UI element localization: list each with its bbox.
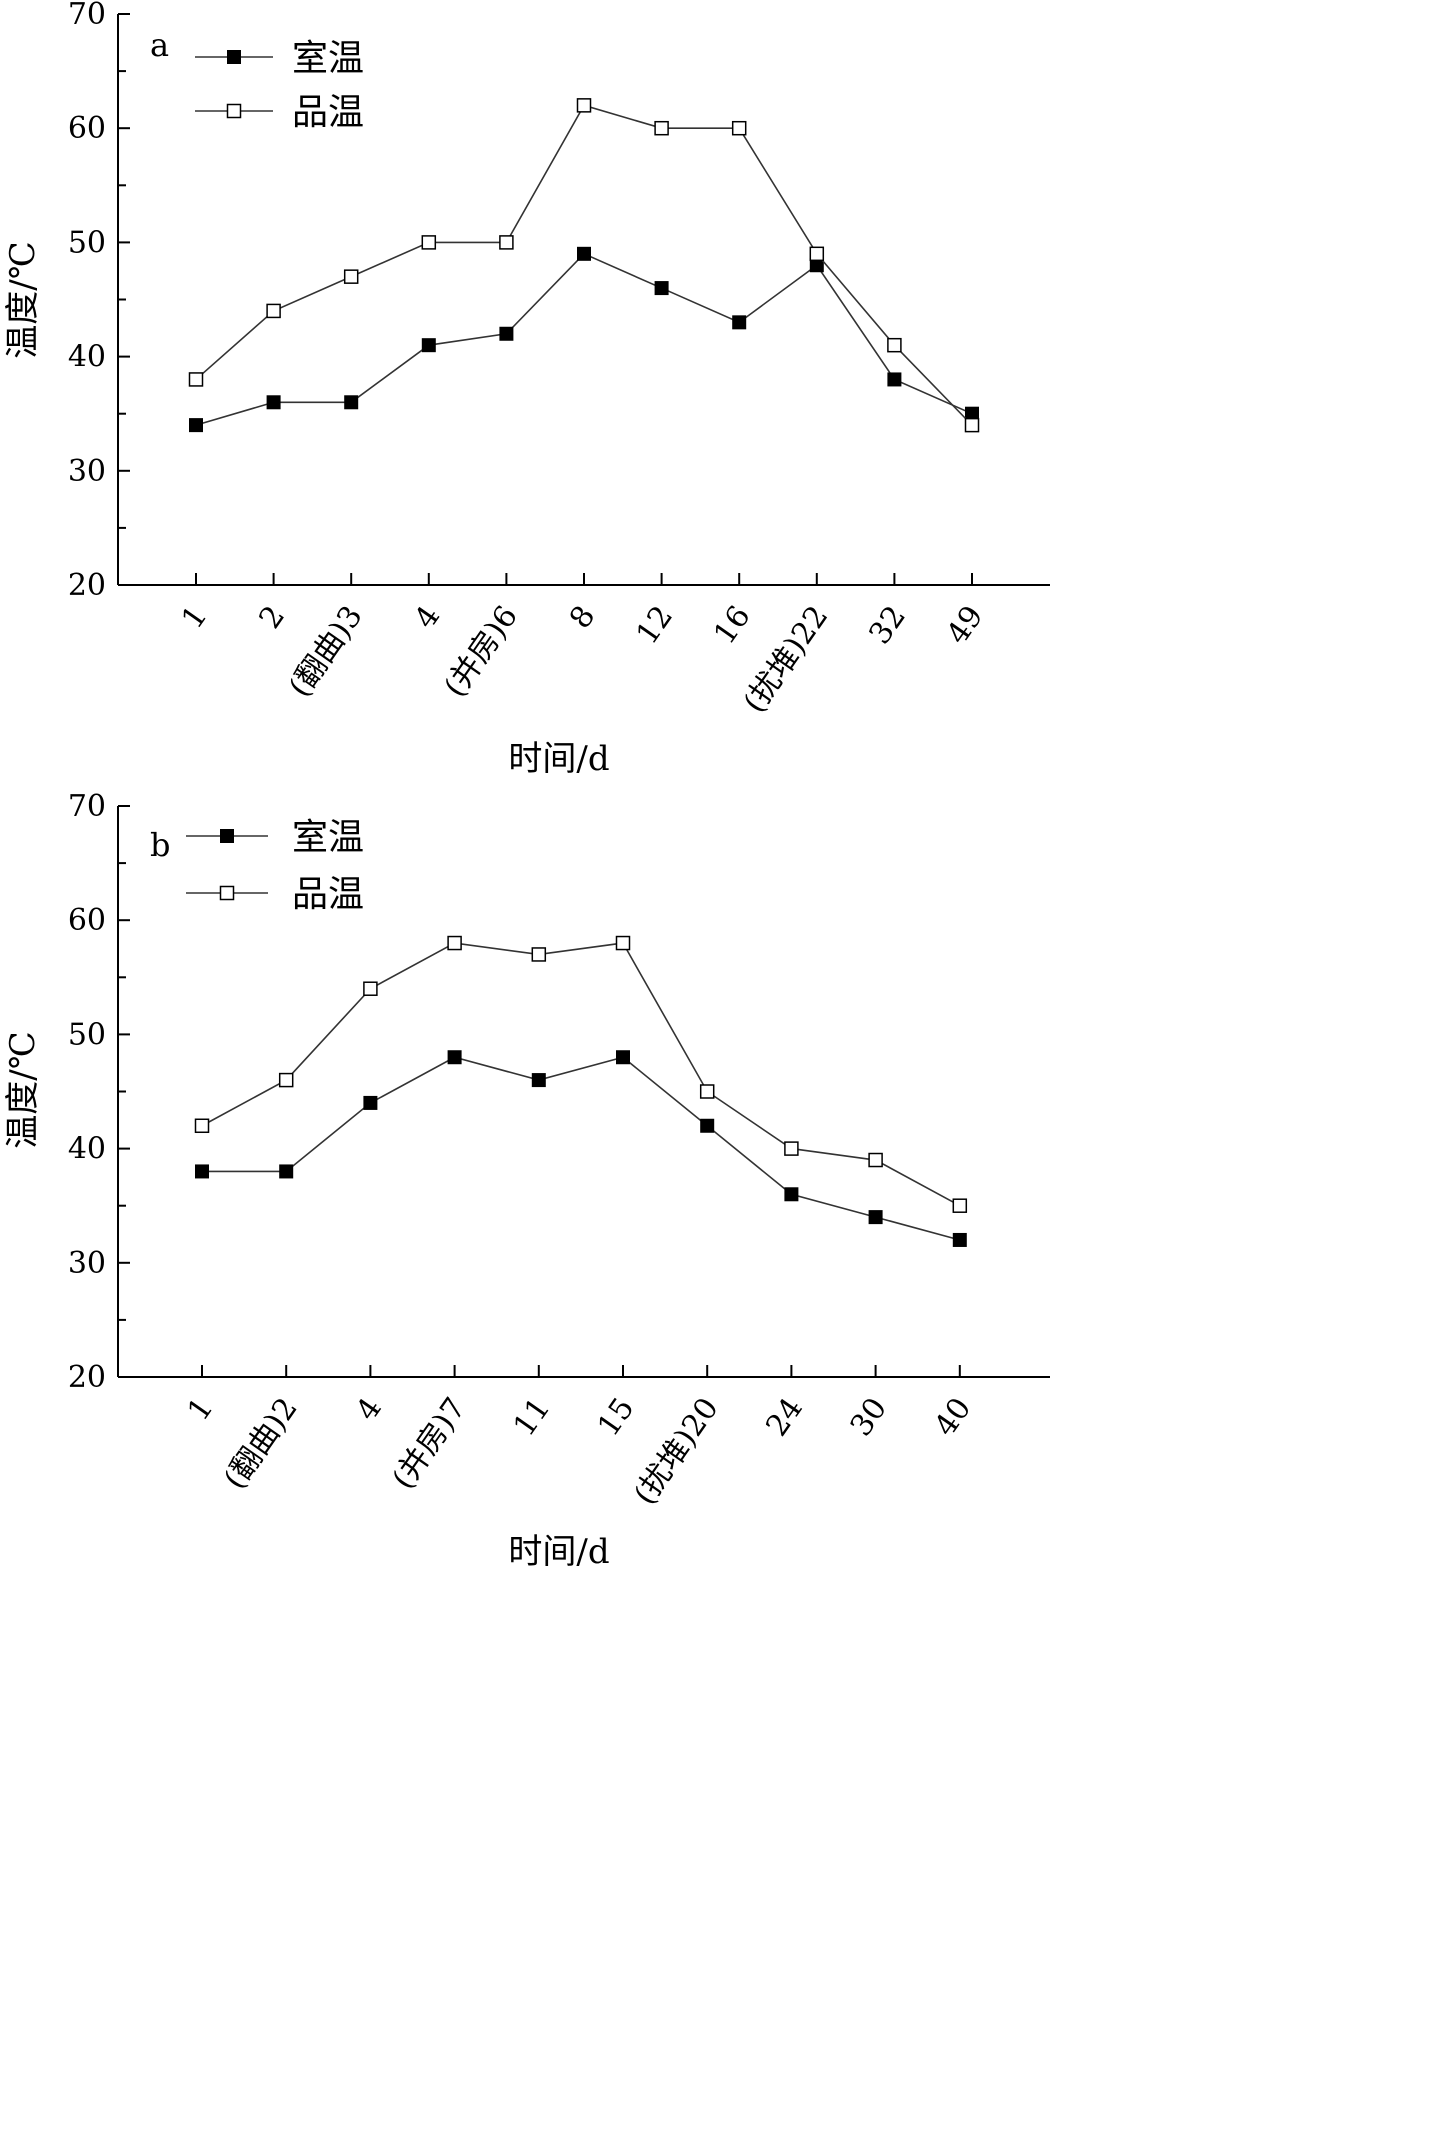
legend-label: 品温 (292, 92, 364, 133)
data-point-open-square (576, 98, 592, 113)
data-point-open-square (278, 1072, 294, 1088)
data-point-open-square (531, 947, 547, 962)
y-tick-label: 40 (68, 1132, 106, 1167)
data-point-open-square (447, 935, 462, 951)
data-point-open-square (964, 417, 980, 433)
x-tick-label: 4 (349, 1392, 389, 1428)
data-point-open-square (363, 981, 378, 996)
y-tick-label: 30 (68, 454, 106, 489)
data-point-filled-square (784, 1187, 799, 1202)
data-point-open-square (421, 235, 437, 250)
y-axis-title: 温度/℃ (3, 241, 43, 359)
data-point-filled-square (447, 1050, 462, 1065)
x-tick-label: 8 (563, 600, 603, 636)
x-tick-label: (并房)6 (437, 600, 524, 704)
x-tick-label: 4 (408, 600, 448, 636)
data-point-filled-square (616, 1050, 630, 1065)
x-tick-label: 12 (630, 600, 681, 651)
x-tick-label: (翻曲)3 (282, 600, 369, 704)
data-point-filled-square (499, 326, 514, 341)
data-point-filled-square (887, 372, 902, 387)
data-point-filled-square (577, 246, 591, 261)
y-tick-label: 60 (68, 111, 106, 146)
data-point-filled-square (344, 395, 359, 410)
data-point-open-square (343, 269, 359, 284)
y-tick-label: 20 (68, 568, 106, 603)
x-tick-label: 11 (507, 1392, 558, 1443)
data-point-open-square (654, 120, 669, 136)
panel-label: b (150, 826, 170, 864)
data-point-filled-square (279, 1164, 294, 1179)
data-point-open-square (887, 337, 902, 353)
data-point-filled-square (363, 1095, 378, 1110)
data-point-filled-square (531, 1073, 546, 1088)
series-line-1 (195, 104, 973, 426)
y-axis-title: 温度/℃ (3, 1031, 43, 1149)
x-tick-label: 49 (940, 600, 991, 651)
y-tick-label: 20 (68, 1360, 106, 1395)
legend-marker-open-square (219, 885, 235, 901)
legend-marker-filled-square (220, 829, 234, 843)
data-point-filled-square (654, 281, 669, 296)
legend-label: 室温 (292, 38, 364, 79)
data-point-open-square (499, 235, 514, 250)
series-line-0 (195, 252, 973, 426)
data-point-filled-square (952, 1232, 967, 1247)
x-tick-label: 30 (844, 1392, 895, 1443)
legend-marker-filled-square (227, 50, 241, 64)
y-tick-label: 70 (68, 0, 106, 32)
data-point-filled-square (195, 1164, 209, 1179)
data-point-open-square (194, 1118, 210, 1134)
x-tick-label: 16 (707, 600, 758, 651)
x-tick-label: 24 (759, 1392, 810, 1443)
data-point-open-square (188, 372, 204, 387)
data-point-open-square (868, 1152, 883, 1168)
y-tick-label: 70 (68, 789, 106, 824)
data-point-filled-square (700, 1118, 715, 1133)
series-line-1 (201, 942, 961, 1207)
data-point-open-square (809, 246, 825, 262)
chart-panel-b: 20 30 40 50 60 70 1(翻曲)2 4(并房)7 11 15(扰堆)20 24 30 40… (3, 789, 1050, 1568)
x-axis-title: 时间/d (508, 739, 609, 779)
x-tick-label: (扰堆)20 (627, 1392, 725, 1512)
series-line-0 (202, 1056, 961, 1241)
legend-label: 室温 (292, 817, 364, 858)
legend-label: 品温 (292, 874, 364, 915)
y-tick-label: 40 (68, 340, 106, 375)
x-tick-label: (并房)7 (386, 1392, 473, 1496)
x-tick-label: 2 (253, 600, 293, 636)
y-tick-label: 30 (68, 1246, 106, 1281)
data-point-open-square (952, 1198, 968, 1213)
x-tick-label: (翻曲)2 (217, 1392, 304, 1496)
x-tick-label: 32 (862, 600, 913, 651)
data-point-open-square (699, 1084, 715, 1099)
data-point-filled-square (732, 315, 747, 330)
y-tick-label: 50 (68, 1017, 106, 1052)
data-point-open-square (615, 935, 631, 951)
data-point-open-square (266, 303, 281, 319)
y-tick-label: 60 (68, 903, 106, 938)
x-tick-label: 1 (175, 600, 215, 636)
x-tick-label: 1 (181, 1392, 221, 1428)
legend-marker-open-square (226, 103, 242, 119)
data-point-filled-square (266, 395, 281, 410)
data-point-filled-square (421, 338, 436, 353)
y-tick-label: 50 (68, 225, 106, 260)
data-point-filled-square (189, 418, 203, 433)
panel-label: a (150, 26, 169, 64)
x-tick-label: 15 (591, 1392, 642, 1443)
x-tick-label: 40 (928, 1392, 979, 1443)
data-point-filled-square (868, 1210, 883, 1225)
data-point-open-square (784, 1141, 799, 1156)
x-axis-title: 时间/d (508, 1532, 609, 1568)
data-point-open-square (731, 120, 747, 136)
